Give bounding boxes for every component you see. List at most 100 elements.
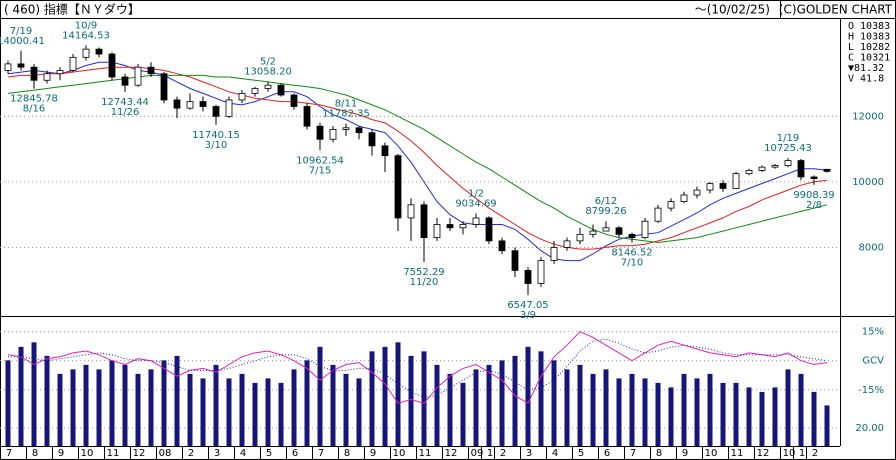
candle-body	[368, 132, 376, 147]
x-tick-label: 7	[6, 448, 12, 459]
info-line: V 41.8	[848, 74, 884, 85]
annotation-date: 1/2	[468, 189, 484, 200]
moving-average	[7, 74, 828, 244]
y-tick-label: 12000	[852, 111, 884, 122]
volume-bar	[382, 346, 388, 446]
y-tick-label: 8000	[859, 242, 884, 253]
volume-bar	[83, 364, 89, 446]
annotation-date: 2/8	[806, 200, 822, 211]
info-line: ▼81.32	[848, 63, 884, 74]
volume-bar	[148, 369, 154, 446]
x-tick-label: 2	[500, 448, 506, 459]
candle-body	[238, 92, 246, 101]
volume-bar	[31, 342, 37, 446]
annotation-date: 7/15	[309, 165, 331, 176]
candle-body	[511, 250, 519, 271]
candle-body	[4, 63, 12, 71]
volume-bar	[642, 378, 648, 446]
volume-bar	[226, 378, 232, 446]
candle-body	[524, 269, 532, 284]
candle-body	[17, 63, 25, 68]
candle-body	[95, 48, 103, 55]
annotation-value: 9034.69	[455, 199, 496, 210]
volume-bar	[395, 342, 401, 446]
x-tick-label: 1	[799, 448, 805, 459]
info-line: L 10282	[848, 42, 890, 53]
candle-body	[147, 66, 155, 75]
candle-body	[381, 145, 389, 157]
moving-average	[7, 66, 828, 250]
volume-bar	[655, 382, 661, 446]
candle-body	[355, 127, 363, 134]
candle-body	[186, 101, 194, 109]
candle-body	[433, 224, 441, 239]
volume-bar	[798, 373, 804, 446]
volume-bar	[278, 382, 284, 446]
x-tick-label: 09	[471, 448, 484, 459]
annotation-value: 8799.26	[585, 206, 626, 217]
volume-bar	[174, 355, 180, 446]
annotation-value: 14164.53	[62, 30, 110, 41]
x-tick-label: 5	[266, 448, 272, 459]
candle-body	[459, 224, 467, 229]
annotation-value: 12845.78	[10, 94, 58, 105]
annotation-date: 11/26	[111, 107, 140, 118]
candle-body	[576, 233, 584, 242]
x-tick-label: 7	[630, 448, 636, 459]
x-tick-label: 2	[188, 448, 194, 459]
volume-bar	[785, 369, 791, 446]
candle-body	[615, 227, 623, 235]
candle-body	[550, 247, 558, 261]
volume-bar	[109, 360, 115, 446]
candle-body	[784, 160, 792, 166]
volume-bar	[44, 355, 50, 446]
volume-bar	[421, 351, 427, 446]
x-tick-label: 6	[604, 448, 610, 459]
candle-body	[43, 73, 51, 81]
candle-body	[277, 84, 285, 96]
info-line: H 10383	[848, 32, 890, 43]
date-range: ～(10/02/25)	[695, 3, 770, 17]
annotation-date: 8/16	[23, 104, 45, 115]
candle-body	[563, 240, 571, 248]
x-tick-label: 2	[812, 448, 818, 459]
candle-body	[160, 73, 168, 101]
volume-bar	[616, 378, 622, 446]
volume-bar	[551, 360, 557, 446]
volume-bar	[590, 373, 596, 446]
volume-bar	[434, 364, 440, 446]
annotation-value: 10962.54	[296, 155, 344, 166]
volume-bar	[447, 373, 453, 446]
candle-body	[82, 48, 90, 58]
volume-bar	[473, 369, 479, 446]
candle-body	[810, 176, 818, 180]
oscillator-line	[8, 338, 828, 399]
x-tick-label: 10	[783, 448, 796, 459]
candle-body	[654, 207, 662, 222]
volume-tick-label: 20.00	[855, 423, 884, 434]
annotation-date: 7/19	[10, 26, 32, 37]
candle-body	[667, 201, 675, 209]
volume-bar	[161, 360, 167, 446]
annotation-value: 13058.20	[244, 67, 292, 78]
annotation-value: 11782.35	[322, 108, 370, 119]
oscillator-line	[7, 330, 828, 405]
volume-bar	[577, 364, 583, 446]
y2-tick-label: 15%	[862, 327, 884, 338]
volume-bar	[486, 364, 492, 446]
x-tick-label: 10	[393, 448, 406, 459]
candle-body	[316, 125, 324, 140]
volume-bar	[538, 351, 544, 446]
x-tick-label: 9	[58, 448, 64, 459]
annotation-date: 11/20	[410, 277, 439, 288]
volume-bar	[629, 373, 635, 446]
candle-body	[537, 260, 545, 284]
volume-bar	[122, 364, 128, 446]
annotation-date: 10/9	[75, 20, 97, 31]
candle-body	[589, 230, 597, 235]
volume-bar	[213, 364, 219, 446]
volume-bar	[681, 373, 687, 446]
x-tick-label: 8	[32, 448, 38, 459]
candle-body	[69, 56, 77, 71]
candle-body	[420, 204, 428, 239]
